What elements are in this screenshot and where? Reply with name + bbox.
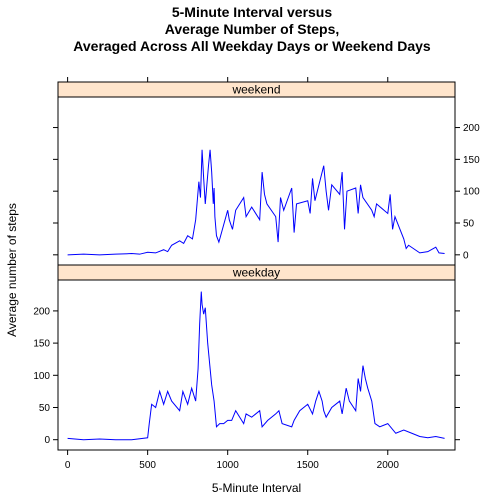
chart-title-line-3: Averaged Across All Weekday Days or Week… — [73, 38, 431, 54]
y-axis-label: Average number of steps — [5, 203, 19, 337]
y-tick-label: 0 — [463, 250, 469, 261]
series-line-weekday — [67, 291, 445, 441]
chart-title-line-1: 5-Minute Interval versus — [172, 4, 332, 20]
y-tick-label: 50 — [463, 219, 475, 230]
chart-title-line-2: Average Number of Steps, — [165, 21, 340, 37]
x-tick-label: 1500 — [297, 460, 320, 471]
y-tick-label: 150 — [33, 339, 50, 350]
x-tick-label: 2000 — [377, 460, 400, 471]
y-tick-label: 200 — [463, 123, 480, 134]
panel-frame — [57, 96, 456, 266]
series-line-weekend — [67, 149, 445, 256]
y-tick-label: 100 — [33, 371, 50, 382]
y-tick-label: 150 — [463, 155, 480, 166]
x-tick-label: 1000 — [217, 460, 240, 471]
panel-frame — [57, 279, 456, 451]
y-tick-label: 0 — [44, 435, 50, 446]
x-tick-label: 0 — [65, 460, 71, 471]
y-tick-label: 100 — [463, 187, 480, 198]
x-axis-label: 5-Minute Interval — [212, 481, 301, 495]
panel-strip-label: weekday — [232, 266, 280, 280]
panel-strip-label: weekend — [231, 83, 280, 97]
x-tick-label: 500 — [139, 460, 156, 471]
y-tick-label: 200 — [33, 306, 50, 317]
y-tick-label: 50 — [39, 403, 51, 414]
